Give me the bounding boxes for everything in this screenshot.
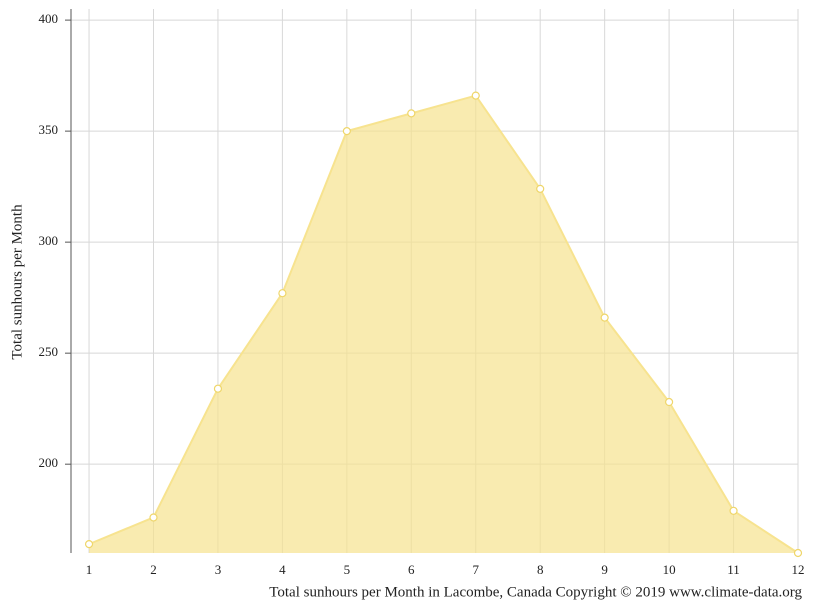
x-tick-label: 6	[408, 562, 415, 577]
x-tick-label: 1	[86, 562, 93, 577]
point	[793, 548, 803, 558]
y-tick-label: 200	[39, 455, 59, 470]
point	[471, 91, 480, 100]
x-tick-label: 2	[150, 562, 157, 577]
y-tick-label: 250	[39, 344, 59, 359]
point	[84, 540, 94, 549]
point	[407, 109, 416, 118]
point	[600, 313, 609, 322]
point	[278, 289, 287, 298]
chart-title: Total sunhours per Month in Lacombe, Can…	[269, 584, 802, 600]
y-tick-label: 400	[39, 11, 59, 26]
point	[149, 513, 158, 522]
area	[89, 95, 799, 553]
y-axis-label: Total sunhours per Month	[9, 204, 25, 360]
point	[536, 184, 545, 193]
x-tick-label: 11	[727, 562, 740, 577]
x-tick-label: 10	[663, 562, 676, 577]
point	[729, 506, 738, 515]
point	[342, 127, 351, 136]
x-tick-label: 3	[215, 562, 222, 577]
x-tick-label: 5	[344, 562, 351, 577]
x-tick-label: 4	[279, 562, 286, 577]
y-tick-label: 350	[39, 122, 59, 137]
y-tick-label: 300	[39, 233, 59, 248]
x-tick-label: 8	[537, 562, 544, 577]
x-tick-label: 12	[792, 562, 805, 577]
x-tick-label: 9	[601, 562, 608, 577]
line	[88, 94, 799, 554]
point	[213, 384, 223, 393]
point	[664, 397, 674, 407]
x-tick-label: 7	[472, 562, 479, 577]
